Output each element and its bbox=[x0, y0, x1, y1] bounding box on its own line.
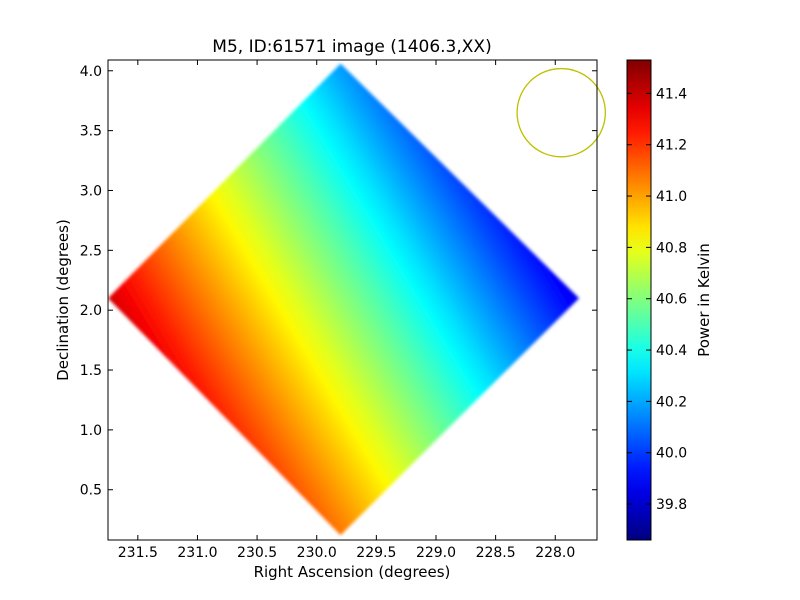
x-tick-label: 230.0 bbox=[297, 545, 337, 561]
chart-title: M5, ID:61571 image (1406.3,XX) bbox=[212, 37, 491, 57]
x-axis-label: Right Ascension (degrees) bbox=[254, 563, 451, 581]
x-axis: 231.5 231.0 230.5 230.0 229.5 229.0 228.5 228.0 bbox=[118, 60, 575, 561]
y-tick-label: 3.0 bbox=[80, 183, 102, 199]
x-tick-label: 229.5 bbox=[356, 545, 396, 561]
x-tick-label: 230.5 bbox=[237, 545, 277, 561]
y-tick-label: 1.5 bbox=[80, 363, 102, 379]
colorbar-tick-label: 40.0 bbox=[656, 446, 687, 462]
y-tick-label: 1.0 bbox=[80, 423, 102, 439]
colorbar-tick-label: 41.0 bbox=[656, 189, 687, 205]
colorbar-label: Power in Kelvin bbox=[695, 243, 713, 357]
beam-circle bbox=[516, 67, 606, 158]
y-tick-label: 2.5 bbox=[80, 243, 102, 259]
y-axis: 0.5 1.0 1.5 2.0 2.5 3.0 3.5 4.0 bbox=[80, 64, 597, 499]
y-tick-label: 3.5 bbox=[80, 124, 102, 140]
colorbar-tick-label: 40.2 bbox=[656, 394, 687, 410]
y-tick-label: 4.0 bbox=[80, 64, 102, 80]
colorbar-scale bbox=[626, 59, 652, 541]
x-tick-label: 231.5 bbox=[118, 545, 158, 561]
colorbar-tick-label: 40.4 bbox=[656, 343, 687, 359]
colorbar-tick-label: 41.2 bbox=[656, 138, 687, 154]
y-tick-label: 0.5 bbox=[80, 483, 102, 499]
colorbar: 39.8 40.0 40.2 40.4 40.6 40.8 41.0 41.2 41.4 bbox=[626, 59, 687, 541]
sky-map-field bbox=[108, 63, 580, 536]
x-tick-label: 228.0 bbox=[535, 545, 575, 561]
x-tick-label: 229.0 bbox=[416, 545, 456, 561]
x-tick-label: 228.5 bbox=[476, 545, 516, 561]
colorbar-tick-label: 40.8 bbox=[656, 240, 687, 256]
colorbar-tick-label: 39.8 bbox=[656, 497, 687, 513]
x-tick-label: 231.0 bbox=[177, 545, 217, 561]
y-axis-label: Declination (degrees) bbox=[54, 219, 72, 381]
plot-area bbox=[107, 59, 606, 541]
colorbar-tick-label: 41.4 bbox=[656, 86, 687, 102]
colorbar-tick-label: 40.6 bbox=[656, 292, 687, 308]
y-tick-label: 2.0 bbox=[80, 303, 102, 319]
plot-frame bbox=[107, 59, 598, 541]
